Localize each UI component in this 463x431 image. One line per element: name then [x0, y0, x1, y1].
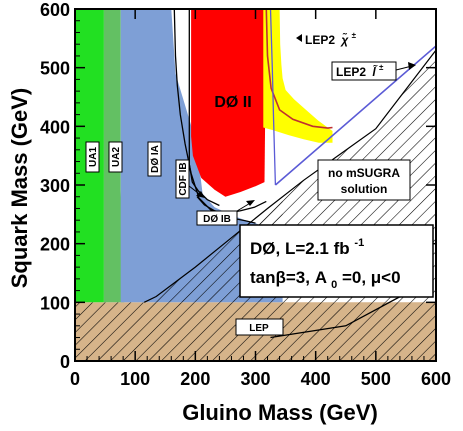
no-msugra-label-line2: solution — [341, 182, 388, 196]
contour-cdf-ib — [188, 9, 220, 207]
lep2-slepton-sup: ± — [379, 63, 384, 72]
lep2-chargino-label-box: LEP2 χ̃ ± — [301, 30, 362, 48]
cdf-ib-label: CDF IB — [178, 162, 189, 195]
x-tick-label: 600 — [421, 369, 451, 389]
lep2-chargino-arrow — [296, 34, 302, 42]
svg-text:DØ, L=2.1 fb -1: DØ, L=2.1 fb -1 — [250, 237, 364, 258]
x-tick-label: 100 — [120, 369, 150, 389]
no-msugra-boundary — [143, 49, 436, 303]
no-msugra-label-box: no mSUGRA solution — [317, 159, 411, 201]
d0-ia-label-box: DØ IA — [147, 141, 162, 177]
cdf-ib-label-box: CDF IB — [175, 159, 190, 199]
svg-text:LEP2 l̃ ±: LEP2 l̃ ± — [336, 63, 384, 79]
lep2-slepton-label-box: LEP2 l̃ ± — [331, 61, 397, 81]
cdf-ib-arrow — [188, 185, 205, 198]
d0-ib-label-box: DØ IB — [196, 210, 238, 226]
x-tick-label: 0 — [70, 369, 80, 389]
y-tick-label: 200 — [40, 235, 70, 255]
ua1-label-box: UA1 — [85, 141, 100, 173]
legend-line2: tanβ=3, A — [250, 268, 327, 287]
lep2-chargino-symbol: χ̃ — [339, 32, 349, 47]
x-tick-label: 400 — [301, 369, 331, 389]
d0-ib-label: DØ IB — [203, 214, 231, 225]
legend-line1: DØ, L=2.1 fb — [250, 239, 350, 258]
lep-label: LEP — [249, 323, 269, 334]
region-d0-ii — [191, 9, 267, 197]
lep2-chargino-label: LEP2 — [305, 33, 335, 47]
y-tick-label: 600 — [40, 0, 70, 20]
contour-lep2-slepton — [269, 9, 277, 186]
svg-text:tanβ=3, A 0 =0, μ<: tanβ=3, A 0 =0, μ<0 — [250, 268, 401, 292]
d0-ia-label: DØ IA — [150, 145, 161, 173]
no-msugra-label-line1: no mSUGRA — [328, 166, 400, 180]
lep2-slepton-arrow — [395, 62, 416, 71]
svg-text:LEP2 χ̃ ±: LEP2 χ̃ ± — [305, 31, 357, 47]
parameters-legend: DØ, L=2.1 fb -1 tanβ=3, A 0 =0, μ<0 — [239, 224, 434, 298]
ua2-label-box: UA2 — [108, 141, 123, 173]
y-tick-label: 300 — [40, 176, 70, 196]
y-axis-title: Squark Mass (GeV) — [7, 88, 32, 289]
x-tick-label: 200 — [180, 369, 210, 389]
lep2-slepton-label: LEP2 — [336, 65, 366, 79]
y-tick-label: 400 — [40, 117, 70, 137]
contour-lep — [270, 292, 407, 339]
ua2-label: UA2 — [111, 147, 122, 167]
lep2-slepton-symbol: l̃ — [372, 64, 377, 79]
d0-ii-label: DØ II — [214, 94, 251, 111]
y-tick-label: 100 — [40, 293, 70, 313]
lep-label-box: LEP — [235, 318, 284, 336]
x-axis-title: Gluino Mass (GeV) — [182, 400, 378, 425]
y-tick-label: 0 — [60, 352, 70, 372]
legend-line2-rest: =0, μ<0 — [342, 268, 401, 287]
contour-lep2-chargino-contour — [265, 9, 333, 129]
x-tick-label: 500 — [361, 369, 391, 389]
region-lep2-chargino — [263, 9, 333, 143]
legend-line2-sub: 0 — [331, 279, 337, 291]
legend-line1-sup: -1 — [354, 237, 364, 249]
ua1-label: UA1 — [88, 147, 99, 167]
x-tick-label: 300 — [240, 369, 270, 389]
d0-ib-arrow — [236, 200, 255, 212]
y-tick-label: 500 — [40, 59, 70, 79]
lep2-chargino-sup: ± — [352, 31, 357, 40]
